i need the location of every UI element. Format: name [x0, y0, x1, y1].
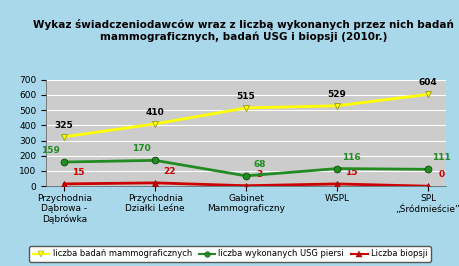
Text: 116: 116 — [341, 153, 359, 162]
Text: 410: 410 — [146, 108, 164, 117]
Text: 111: 111 — [431, 153, 450, 162]
Text: 68: 68 — [253, 160, 266, 169]
Text: 529: 529 — [327, 90, 346, 99]
Legend: liczba badań mammograficznych, liczba wykonanych USG piersi, Liczba biopsji: liczba badań mammograficznych, liczba wy… — [29, 246, 430, 262]
Text: 159: 159 — [41, 146, 60, 155]
Text: 3: 3 — [256, 170, 263, 179]
Text: 0: 0 — [438, 170, 444, 179]
Text: Wykaz świadczeniodawców wraz z liczbą wykonanych przez nich badań
mammograficzny: Wykaz świadczeniodawców wraz z liczbą wy… — [34, 19, 453, 42]
Text: 15: 15 — [344, 168, 357, 177]
Text: 170: 170 — [132, 144, 150, 153]
Text: 604: 604 — [418, 78, 437, 88]
Text: 22: 22 — [162, 167, 175, 176]
Text: 515: 515 — [236, 92, 255, 101]
Text: 325: 325 — [55, 121, 73, 130]
Text: 15: 15 — [72, 168, 84, 177]
